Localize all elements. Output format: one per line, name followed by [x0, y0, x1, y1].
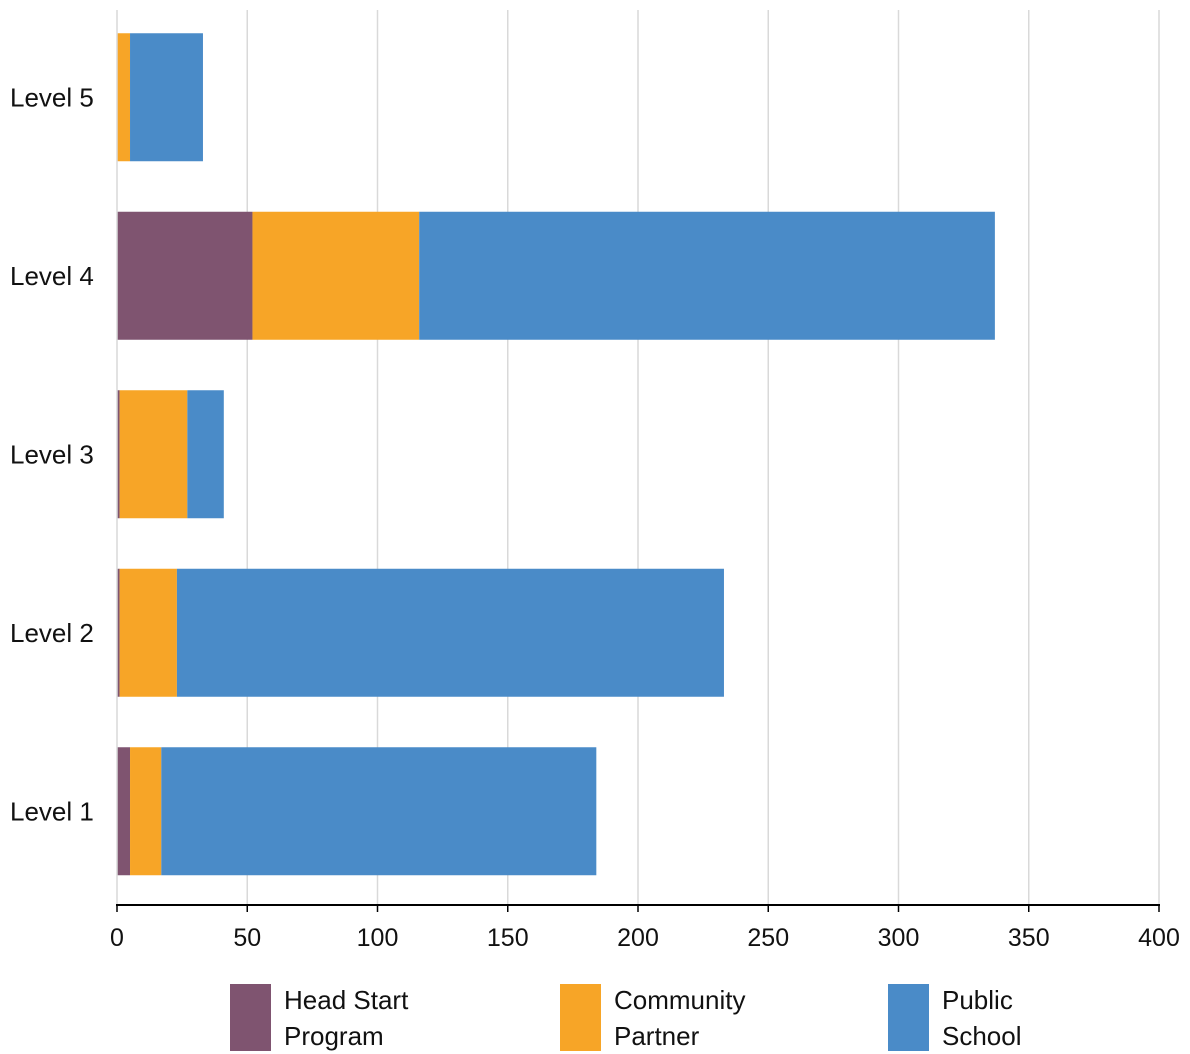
- bar-chart: Level 5 Level 4 Level 3 Level 2 Level 1 0 50 1…: [10, 10, 1180, 952]
- legend-swatch-head-start: [230, 984, 271, 1051]
- x-tick-label: 0: [110, 924, 124, 952]
- y-category-label: Level 1: [10, 796, 94, 826]
- bar-head-start-program: [117, 211, 253, 340]
- gridlines: [246, 10, 1160, 905]
- x-tick-label: 50: [233, 924, 261, 952]
- legend-item-head-start: Head Start Program: [230, 984, 408, 1054]
- x-tick-label: 250: [747, 924, 789, 952]
- legend-label-public-school: Public School: [942, 985, 1022, 1051]
- y-category-label: Level 4: [10, 261, 94, 291]
- y-category-label: Level 5: [10, 82, 94, 112]
- bar-head-start-program: [117, 747, 131, 876]
- x-tick-label: 300: [878, 924, 920, 952]
- bar-public-school: [187, 390, 224, 519]
- x-tick-label: 150: [487, 924, 529, 952]
- y-category-label: Level 3: [10, 439, 94, 469]
- legend-swatch-community-partner: [560, 984, 601, 1051]
- bar-public-school: [176, 568, 724, 697]
- bar-community-partner: [252, 211, 420, 340]
- legend-label-head-start: Head Start Program: [284, 985, 409, 1051]
- legend-item-public-school: Public School: [888, 984, 1022, 1054]
- bar-public-school: [130, 33, 203, 162]
- bar-community-partner: [130, 747, 162, 876]
- legend-label-community-partner: Community Partner: [614, 985, 746, 1051]
- bar-community-partner: [119, 568, 177, 697]
- bar-public-school: [419, 211, 995, 340]
- bar-head-start-program: [117, 568, 120, 697]
- bar-public-school: [161, 747, 597, 876]
- bar-community-partner: [117, 33, 131, 162]
- x-tick-label: 400: [1138, 924, 1180, 952]
- y-category-label: Level 2: [10, 618, 94, 648]
- legend: Head Start Program Community Partner Pub…: [0, 984, 1190, 1053]
- bar-community-partner: [119, 390, 188, 519]
- legend-swatch-public-school: [888, 984, 929, 1051]
- x-tick-label: 350: [1008, 924, 1050, 952]
- x-tick-label: 100: [357, 924, 399, 952]
- bar-head-start-program: [117, 390, 120, 519]
- y-axis: Level 5 Level 4 Level 3 Level 2 Level 1: [10, 10, 118, 905]
- x-axis: 0 50 100 150 200 250 300 350 400: [110, 904, 1180, 952]
- legend-item-community-partner: Community Partner: [560, 984, 745, 1054]
- bars: [117, 33, 995, 876]
- x-tick-label: 200: [617, 924, 659, 952]
